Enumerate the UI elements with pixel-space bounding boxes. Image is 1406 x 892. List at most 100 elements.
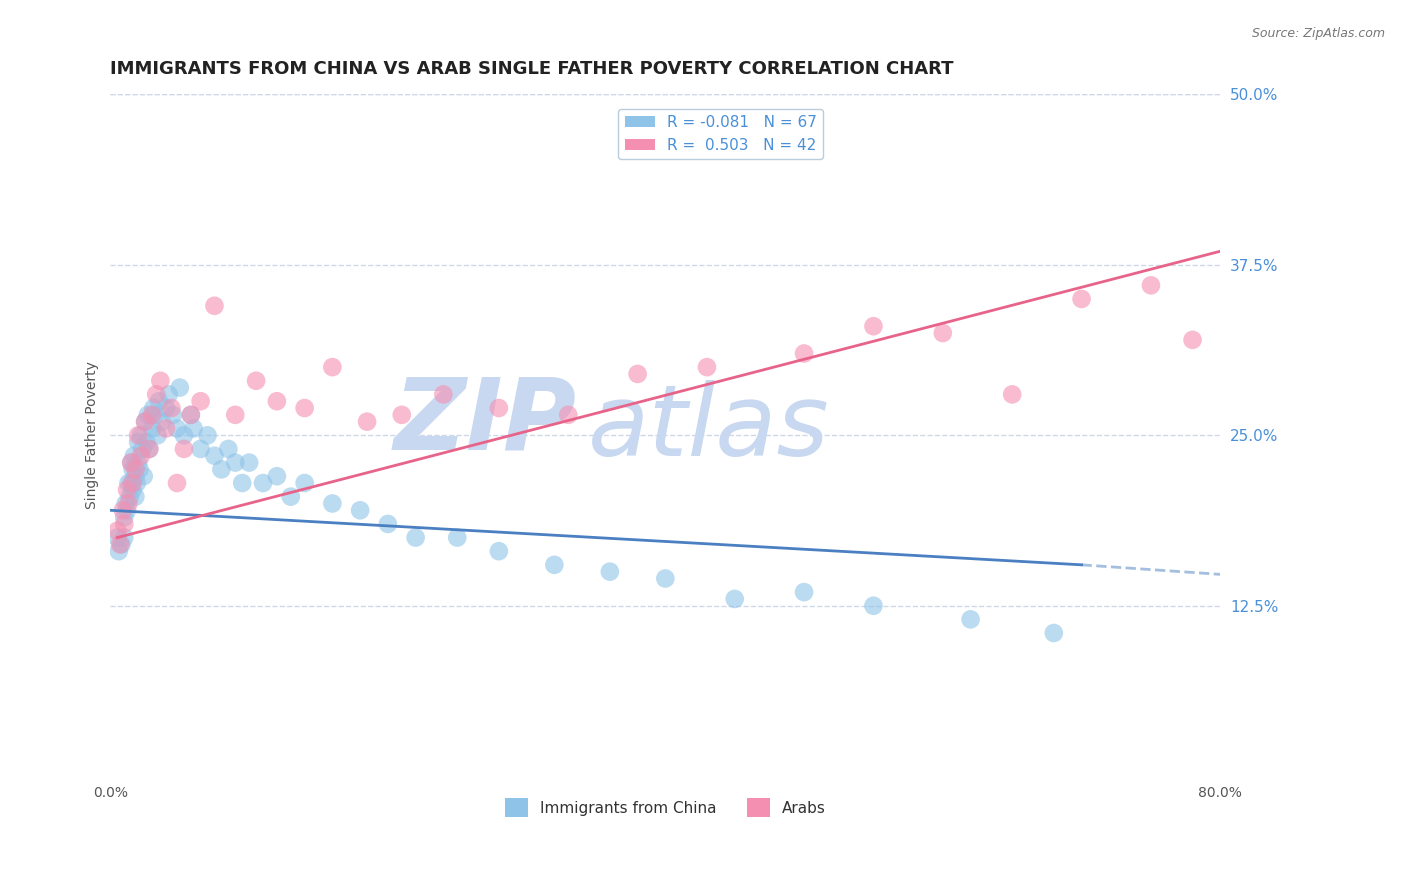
Point bbox=[114, 496, 136, 510]
Point bbox=[134, 415, 156, 429]
Point bbox=[112, 531, 135, 545]
Point bbox=[124, 490, 146, 504]
Point bbox=[321, 496, 343, 510]
Point bbox=[356, 415, 378, 429]
Legend: Immigrants from China, Arabs: Immigrants from China, Arabs bbox=[499, 792, 832, 823]
Point bbox=[124, 462, 146, 476]
Point bbox=[117, 496, 139, 510]
Point bbox=[135, 435, 157, 450]
Point bbox=[1070, 292, 1092, 306]
Point bbox=[166, 421, 188, 435]
Point bbox=[190, 394, 212, 409]
Point bbox=[932, 326, 955, 340]
Point bbox=[654, 572, 676, 586]
Point bbox=[145, 387, 167, 401]
Point bbox=[391, 408, 413, 422]
Point bbox=[204, 299, 226, 313]
Point bbox=[1140, 278, 1163, 293]
Point bbox=[127, 456, 149, 470]
Point bbox=[1181, 333, 1204, 347]
Point bbox=[138, 442, 160, 456]
Text: IMMIGRANTS FROM CHINA VS ARAB SINGLE FATHER POVERTY CORRELATION CHART: IMMIGRANTS FROM CHINA VS ARAB SINGLE FAT… bbox=[111, 60, 953, 78]
Point bbox=[405, 531, 427, 545]
Point bbox=[190, 442, 212, 456]
Point bbox=[110, 537, 132, 551]
Point bbox=[209, 462, 232, 476]
Point bbox=[266, 469, 288, 483]
Point bbox=[321, 360, 343, 375]
Point bbox=[121, 483, 143, 497]
Point bbox=[121, 476, 143, 491]
Point bbox=[155, 401, 177, 415]
Point bbox=[245, 374, 267, 388]
Point bbox=[112, 510, 135, 524]
Point bbox=[169, 381, 191, 395]
Point bbox=[129, 449, 152, 463]
Point bbox=[224, 456, 246, 470]
Point bbox=[557, 408, 579, 422]
Point bbox=[252, 476, 274, 491]
Point bbox=[488, 544, 510, 558]
Point bbox=[128, 462, 150, 476]
Text: Source: ZipAtlas.com: Source: ZipAtlas.com bbox=[1251, 27, 1385, 40]
Y-axis label: Single Father Poverty: Single Father Poverty bbox=[86, 361, 100, 509]
Point bbox=[599, 565, 621, 579]
Point bbox=[1001, 387, 1024, 401]
Point bbox=[488, 401, 510, 415]
Point bbox=[224, 408, 246, 422]
Point bbox=[862, 599, 884, 613]
Point bbox=[162, 408, 184, 422]
Point bbox=[118, 490, 141, 504]
Point bbox=[793, 585, 815, 599]
Point bbox=[112, 516, 135, 531]
Point bbox=[149, 374, 172, 388]
Point bbox=[131, 442, 153, 456]
Point bbox=[862, 319, 884, 334]
Point bbox=[148, 394, 170, 409]
Point bbox=[150, 415, 173, 429]
Point bbox=[183, 421, 205, 435]
Point bbox=[280, 490, 302, 504]
Point bbox=[160, 401, 183, 415]
Point bbox=[121, 462, 143, 476]
Point bbox=[724, 591, 747, 606]
Point bbox=[166, 476, 188, 491]
Point bbox=[136, 408, 159, 422]
Point bbox=[105, 524, 128, 538]
Text: atlas: atlas bbox=[588, 380, 830, 477]
Point bbox=[231, 476, 253, 491]
Point bbox=[197, 428, 219, 442]
Point bbox=[543, 558, 565, 572]
Point bbox=[125, 476, 148, 491]
Point bbox=[146, 428, 169, 442]
Point bbox=[105, 531, 128, 545]
Point bbox=[108, 537, 131, 551]
Point bbox=[122, 449, 145, 463]
Point bbox=[180, 408, 202, 422]
Point bbox=[115, 483, 138, 497]
Point bbox=[294, 401, 316, 415]
Point bbox=[377, 516, 399, 531]
Point bbox=[111, 503, 134, 517]
Point bbox=[157, 387, 180, 401]
Point bbox=[120, 456, 142, 470]
Point bbox=[129, 428, 152, 442]
Point bbox=[132, 469, 155, 483]
Point bbox=[142, 401, 165, 415]
Point bbox=[959, 612, 981, 626]
Point bbox=[155, 421, 177, 435]
Point bbox=[626, 367, 648, 381]
Point bbox=[238, 456, 260, 470]
Point bbox=[115, 503, 138, 517]
Point bbox=[138, 442, 160, 456]
Point bbox=[217, 442, 239, 456]
Point bbox=[446, 531, 468, 545]
Point bbox=[141, 421, 163, 435]
Point bbox=[141, 408, 163, 422]
Point bbox=[432, 387, 454, 401]
Point bbox=[266, 394, 288, 409]
Point bbox=[143, 408, 166, 422]
Point bbox=[173, 442, 195, 456]
Point bbox=[117, 476, 139, 491]
Point bbox=[793, 346, 815, 360]
